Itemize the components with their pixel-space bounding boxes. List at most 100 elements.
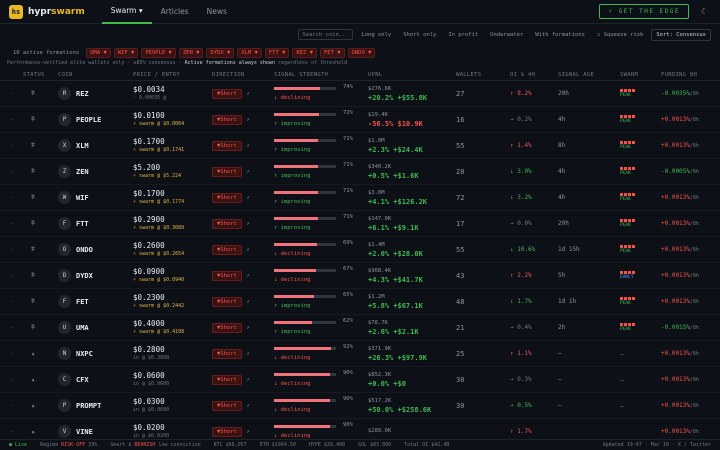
coin-name[interactable]: CFX bbox=[76, 375, 89, 384]
watch-icon[interactable]: 𖠃 bbox=[31, 167, 35, 175]
col-price[interactable]: PRICE / ENTRY bbox=[133, 71, 180, 78]
col-direction[interactable]: DIRECTION bbox=[212, 71, 245, 78]
table-row[interactable]: · 𖠃 D DYDX $0.0900 ⚡ swarm @ $0.0940 ▼Short ↗ 67… bbox=[0, 263, 720, 289]
table-row[interactable]: · 𖠃 U UMA $0.4000 ⚡ swarm @ $0.4108 ▼Short ↗ 62%… bbox=[0, 315, 720, 341]
formation-tag[interactable]: ZEN ▼ bbox=[178, 47, 204, 58]
link-arrow-icon[interactable]: ↗ bbox=[246, 194, 250, 201]
col-status[interactable]: STATUS bbox=[23, 71, 45, 78]
nav-swarm[interactable]: Swarm ▾ bbox=[101, 0, 152, 24]
coin-name[interactable]: NXPC bbox=[76, 349, 93, 358]
link-arrow-icon[interactable]: ↗ bbox=[246, 324, 250, 331]
filter-squeeze-risk[interactable]: ☐ Squeeze risk bbox=[596, 31, 644, 38]
coin-name[interactable]: ZEN bbox=[76, 167, 89, 176]
total-oi: Total OI $42.4B bbox=[404, 442, 450, 448]
table-row[interactable]: · 𖠃 X XLM $0.1700 ⚡ swarm @ $0.1741 ▼Short ↗ 71%… bbox=[0, 133, 720, 159]
coin-name[interactable]: DYDX bbox=[76, 271, 93, 280]
col-age[interactable]: SIGNAL AGE bbox=[558, 71, 595, 78]
col-signal[interactable]: SIGNAL STRENGTH bbox=[274, 71, 329, 78]
table-row[interactable]: · 𖠃 Z ZEN $5.200 ⚡ swarm @ $5.224 ▼Short ↗ 71% ↑ … bbox=[0, 159, 720, 185]
sort-select[interactable]: Sort: Consensus bbox=[651, 28, 711, 41]
coin-name[interactable]: PROMPT bbox=[76, 401, 102, 410]
nav-news[interactable]: News bbox=[206, 7, 227, 16]
table-row[interactable]: · 𖠃 F FET $0.2300 ⚡ swarm @ $0.2442 ▼Short ↗ 65%… bbox=[0, 289, 720, 315]
link-arrow-icon[interactable]: ↗ bbox=[246, 220, 250, 227]
link-arrow-icon[interactable]: ↗ bbox=[246, 350, 250, 357]
search-input[interactable]: Search coin... bbox=[298, 29, 354, 40]
link-arrow-icon[interactable]: ↗ bbox=[246, 168, 250, 175]
swarm-bars bbox=[620, 141, 635, 144]
funding-unit: /8h bbox=[689, 298, 699, 305]
swarm-phase: — bbox=[620, 402, 624, 410]
col-upnl[interactable]: UPNL bbox=[368, 71, 383, 78]
updated-time[interactable]: Updated 19:47 · Mar 10 · X / Twitter bbox=[602, 442, 711, 448]
formation-tag[interactable]: ONDO ▼ bbox=[347, 47, 376, 58]
watch-icon[interactable]: 𖠃 bbox=[31, 115, 35, 123]
watch-icon[interactable]: 𖠃 bbox=[31, 141, 35, 149]
table-row[interactable]: · 𖠃 O ONDO $0.2600 ⚡ swarm @ $0.2654 ▼Short ↗ 69… bbox=[0, 237, 720, 263]
link-arrow-icon[interactable]: ↗ bbox=[246, 116, 250, 123]
table-row[interactable]: · ✦ C CFX $0.0600 in @ $0.0600 ▼Short ↗ 90% ↓ dec… bbox=[0, 367, 720, 393]
formation-tag[interactable]: WIF ▼ bbox=[113, 47, 139, 58]
filter-in-profit[interactable]: In profit bbox=[448, 31, 479, 38]
coin-name[interactable]: PEOPLE bbox=[76, 115, 102, 124]
watch-icon[interactable]: 𖠃 bbox=[31, 219, 35, 227]
watch-icon[interactable]: 𖠃 bbox=[31, 271, 35, 279]
coin-avatar: P bbox=[58, 399, 71, 412]
formation-tag[interactable]: UMA ▼ bbox=[86, 47, 111, 58]
col-coin[interactable]: COIN bbox=[58, 71, 73, 78]
filter-short-only[interactable]: Short only bbox=[403, 31, 437, 38]
nav-articles[interactable]: Articles bbox=[160, 7, 189, 16]
table-row[interactable]: · ✦ P PROMPT $0.0300 in @ $0.0600 ▼Short ↗ 90% ↓ … bbox=[0, 393, 720, 419]
formation-tag[interactable]: XLM ▼ bbox=[237, 47, 262, 58]
coin-name[interactable]: VINE bbox=[76, 427, 93, 436]
brand-name[interactable]: hyprswarm bbox=[28, 6, 85, 17]
col-oi[interactable]: OI & 4H bbox=[510, 71, 536, 78]
col-wallets[interactable]: WALLETS bbox=[456, 71, 482, 78]
col-funding[interactable]: FUNDING 8H bbox=[661, 71, 698, 78]
price-value: $0.0034 bbox=[133, 84, 165, 94]
coin-name[interactable]: ONDO bbox=[76, 245, 93, 254]
link-arrow-icon[interactable]: ↗ bbox=[246, 142, 250, 149]
watch-icon[interactable]: 𖠃 bbox=[31, 89, 35, 97]
formation-tag[interactable]: PEOPLE ▼ bbox=[141, 47, 176, 58]
filter-with-formations[interactable]: With formations bbox=[535, 31, 585, 38]
link-arrow-icon[interactable]: ↗ bbox=[246, 402, 250, 409]
table-row[interactable]: · 𖠃 F FTT $0.2900 ⚡ swarm @ $0.3089 ▼Short ↗ 71%… bbox=[0, 211, 720, 237]
get-edge-button[interactable]: ⚡ GET THE EDGE bbox=[599, 4, 689, 19]
coin-name[interactable]: FET bbox=[76, 297, 89, 306]
watch-icon[interactable]: ✦ bbox=[31, 349, 36, 358]
formation-tag[interactable]: FET ▼ bbox=[319, 47, 345, 58]
coin-avatar: N bbox=[58, 347, 71, 360]
formation-tag[interactable]: REZ ▼ bbox=[292, 47, 317, 58]
watch-icon[interactable]: 𖠃 bbox=[31, 245, 35, 253]
watch-icon[interactable]: ✦ bbox=[31, 401, 36, 410]
coin-name[interactable]: XLM bbox=[76, 141, 89, 150]
watch-icon[interactable]: 𖠃 bbox=[31, 297, 35, 305]
coin-name[interactable]: UMA bbox=[76, 323, 89, 332]
watch-icon[interactable]: ✦ bbox=[31, 427, 36, 436]
coin-name[interactable]: WIF bbox=[76, 193, 89, 202]
coin-name[interactable]: REZ bbox=[76, 89, 89, 98]
watch-icon[interactable]: 𖠃 bbox=[31, 323, 35, 331]
filter-long-only[interactable]: Long only bbox=[361, 31, 392, 38]
table-row[interactable]: · 𖠃 W WIF $0.1700 ⚡ swarm @ $0.1774 ▼Short ↗ 71%… bbox=[0, 185, 720, 211]
watch-icon[interactable]: ✦ bbox=[31, 375, 36, 384]
table-row[interactable]: · ✦ N NXPC $0.2800 in @ $0.3808 ▼Short ↗ 92% ↓ de… bbox=[0, 341, 720, 367]
formation-tag[interactable]: DYDX ▼ bbox=[206, 47, 235, 58]
logo-icon[interactable]: hs bbox=[9, 4, 23, 19]
link-arrow-icon[interactable]: ↗ bbox=[246, 428, 250, 435]
table-row[interactable]: · 𖠃 R REZ $0.0034 · 0.00035 @ ▼Short ↗ 74% ↓ decl… bbox=[0, 81, 720, 107]
watch-icon[interactable]: 𖠃 bbox=[31, 193, 35, 201]
link-arrow-icon[interactable]: ↗ bbox=[246, 376, 250, 383]
table-row[interactable]: · 𖠃 P PEOPLE $0.0100 ⚡ swarm @ $0.0064 ▼Short ↗… bbox=[0, 107, 720, 133]
coin-name[interactable]: FTT bbox=[76, 219, 89, 228]
filter-underwater[interactable]: Underwater bbox=[490, 31, 524, 38]
link-arrow-icon[interactable]: ↗ bbox=[246, 246, 250, 253]
moon-icon[interactable]: ☾ bbox=[701, 7, 706, 16]
upnl: $19.4K -56.5% $10.9K bbox=[368, 111, 423, 129]
formation-tag[interactable]: FTT ▼ bbox=[264, 47, 290, 58]
link-arrow-icon[interactable]: ↗ bbox=[246, 90, 250, 97]
link-arrow-icon[interactable]: ↗ bbox=[246, 298, 250, 305]
link-arrow-icon[interactable]: ↗ bbox=[246, 272, 250, 279]
col-swarm[interactable]: SWARM bbox=[620, 71, 639, 78]
